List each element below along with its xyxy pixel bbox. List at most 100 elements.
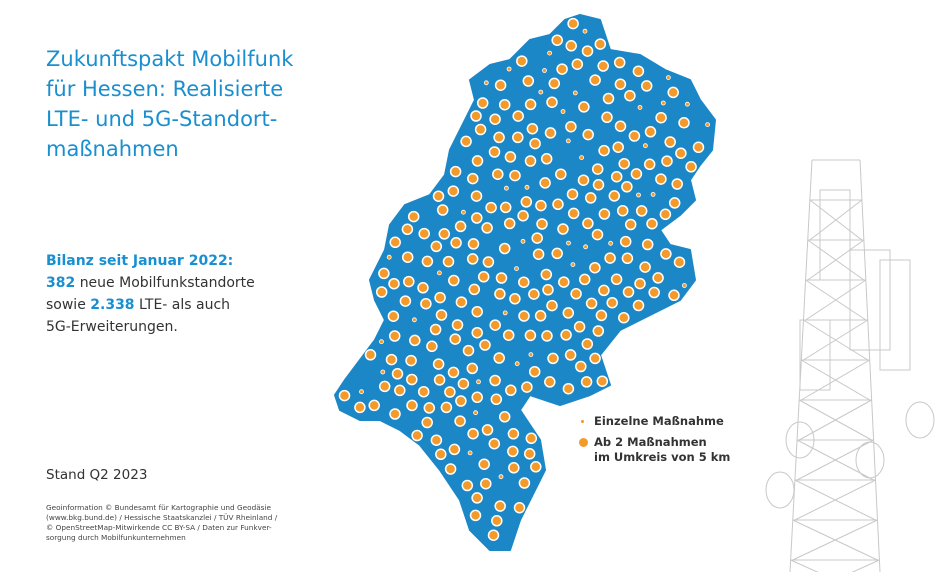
- site-dot-small: [579, 155, 584, 161]
- site-dot: [530, 461, 542, 473]
- site-dot: [430, 434, 443, 446]
- site-dot-small: [524, 184, 530, 190]
- site-dot: [378, 267, 390, 280]
- site-dot-small: [608, 240, 613, 246]
- source-line: sorgung durch Mobilfunkunternehmen: [46, 533, 186, 542]
- title: Zukunftspakt Mobilfunk für Hessen: Reali…: [46, 44, 293, 164]
- site-dot: [592, 325, 605, 337]
- site-dot: [531, 232, 543, 244]
- site-dot: [578, 273, 591, 286]
- site-dot: [487, 529, 500, 541]
- site-dot: [433, 374, 446, 386]
- site-dot: [444, 463, 457, 475]
- site-dot: [671, 178, 683, 190]
- site-dot: [478, 458, 490, 470]
- site-dot: [488, 437, 501, 450]
- site-dot: [580, 376, 593, 388]
- site-dot: [503, 217, 516, 230]
- tower-antenna: [819, 189, 851, 281]
- site-dot-small: [503, 185, 509, 191]
- site-dot: [566, 188, 579, 200]
- site-dot: [512, 110, 524, 122]
- site-dot: [551, 247, 563, 260]
- site-dot: [432, 190, 445, 202]
- site-dot: [539, 177, 551, 189]
- site-dot: [655, 173, 667, 185]
- site-dot: [493, 352, 505, 364]
- site-dot: [451, 319, 464, 331]
- site-dot: [652, 272, 664, 284]
- tower-line: [859, 159, 881, 572]
- tower-line: [794, 479, 876, 521]
- site-dot: [409, 334, 421, 347]
- site-dot: [467, 238, 480, 250]
- site-dot: [442, 255, 455, 268]
- site-dot: [470, 110, 482, 122]
- site-dot: [604, 252, 616, 264]
- site-dot: [621, 181, 633, 193]
- summary-line: 5G-Erweiterungen.: [46, 319, 178, 335]
- site-dot-small: [476, 379, 481, 385]
- site-dot: [426, 340, 438, 353]
- site-dot: [512, 131, 524, 144]
- site-dot: [401, 223, 414, 236]
- site-dot: [417, 282, 429, 294]
- site-dot: [429, 323, 442, 336]
- site-dot: [628, 130, 641, 142]
- tower-antenna: [799, 319, 831, 391]
- site-dot: [449, 165, 462, 178]
- site-dot: [455, 296, 468, 308]
- site-dot-small: [542, 68, 547, 73]
- site-dot: [406, 399, 418, 412]
- site-dot: [489, 319, 501, 331]
- site-dot-small: [473, 410, 479, 416]
- site-dot: [378, 380, 391, 393]
- site-dot-small: [411, 317, 417, 323]
- site-dot-small: [502, 310, 508, 316]
- site-dot: [598, 144, 610, 157]
- site-dot: [529, 137, 541, 150]
- site-dot: [399, 295, 412, 307]
- site-dot-small: [380, 369, 386, 375]
- site-dot: [558, 276, 570, 288]
- tower-line: [789, 159, 813, 572]
- site-dot-small: [650, 191, 656, 197]
- site-dot-small: [436, 270, 442, 276]
- site-dot-small: [547, 50, 552, 56]
- site-dot: [468, 283, 481, 296]
- site-dot: [517, 210, 529, 222]
- site-dot: [562, 382, 575, 395]
- site-dot: [624, 89, 636, 102]
- site-dot: [423, 402, 436, 414]
- site-dot: [518, 310, 530, 322]
- site-dot: [509, 293, 521, 305]
- site-dot: [678, 117, 690, 129]
- site-dot: [471, 305, 483, 318]
- site-dot: [502, 329, 515, 341]
- site-dot: [582, 128, 594, 141]
- site-dot: [557, 223, 569, 235]
- site-dot: [480, 477, 492, 490]
- site-dot: [606, 296, 618, 309]
- site-dot: [577, 174, 590, 186]
- site-dot: [621, 252, 634, 265]
- site-dot: [555, 168, 567, 180]
- tower-line: [792, 519, 878, 561]
- site-dot: [544, 127, 557, 139]
- site-dot: [673, 256, 686, 268]
- site-dot: [481, 424, 494, 436]
- site-dot-small: [685, 101, 690, 107]
- site-dot: [540, 153, 553, 165]
- site-dot: [520, 196, 533, 208]
- title-line: Zukunftspakt Mobilfunk: [46, 47, 294, 71]
- source-line: (www.bkg.bund.de) / Hessische Staatskanz…: [46, 513, 278, 522]
- summary-line: 382 neue Mobilfunkstandorte: [46, 272, 255, 294]
- site-dot: [387, 310, 400, 322]
- site-dot: [567, 207, 580, 220]
- site-dot: [564, 349, 577, 361]
- site-dot: [632, 65, 645, 77]
- site-dot: [622, 286, 635, 298]
- sites-count: 382: [46, 275, 76, 291]
- tower-line: [790, 559, 819, 572]
- site-dot: [524, 155, 537, 167]
